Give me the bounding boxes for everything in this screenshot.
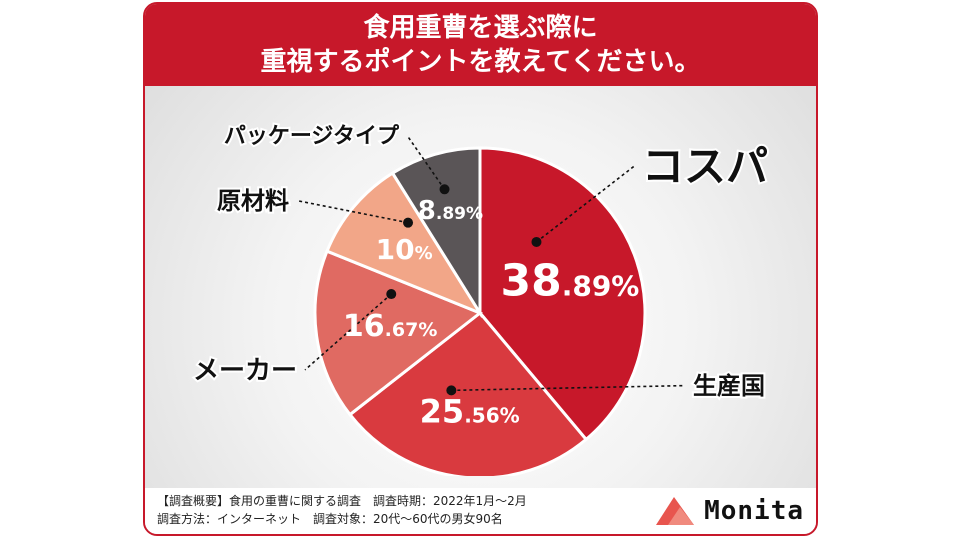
survey-note-line-1: 【調査概要】食用の重曹に関する調査 調査時期：2022年1月〜2月 <box>157 494 527 508</box>
pie-slice-1 <box>478 146 647 442</box>
pie-slice-4 <box>325 171 484 317</box>
leader-line <box>535 165 635 243</box>
leader-line <box>451 384 686 392</box>
leader-line <box>406 134 446 190</box>
slice-category-label: コスパ <box>642 142 768 191</box>
chart-title: 食用重曹を選ぶ際に 重視するポイントを教えてください。 <box>145 4 816 86</box>
slice-value-label: 10% <box>376 233 433 266</box>
title-line-1: 食用重曹を選ぶ際に <box>363 13 598 43</box>
chart-card: 食用重曹を選ぶ際に 重視するポイントを教えてください。 38.89% 25.56%… <box>143 2 818 536</box>
pie-slice-2 <box>347 310 589 476</box>
monita-logo: Monita <box>654 494 804 528</box>
pie-slice-5 <box>390 146 482 319</box>
leader-line <box>304 293 392 371</box>
triangle-logo-icon <box>656 497 695 525</box>
title-line-2: 重視するポイントを教えてください。 <box>260 47 701 77</box>
slice-category-label: メーカー <box>193 356 297 386</box>
slice-category-label: パッケージタイプ <box>224 124 400 149</box>
slice-category-label: 生産国 <box>693 372 765 400</box>
slice-value-label: 25.56% <box>420 393 520 431</box>
slice-value-label: 8.89% <box>418 196 483 226</box>
survey-note: 【調査概要】食用の重曹に関する調査 調査時期：2022年1月〜2月 調査方法：イ… <box>145 488 816 534</box>
pie-slice-3 <box>313 249 483 417</box>
slice-category-label: 原材料 <box>217 187 289 215</box>
slice-value-label: 16.67% <box>343 309 437 344</box>
logo-text: Monita <box>704 496 804 526</box>
leader-line <box>296 199 409 224</box>
survey-note-line-2: 調査方法：インターネット 調査対象：20代〜60代の男女90名 <box>157 512 503 526</box>
slice-value-label: 38.89% <box>500 256 639 307</box>
